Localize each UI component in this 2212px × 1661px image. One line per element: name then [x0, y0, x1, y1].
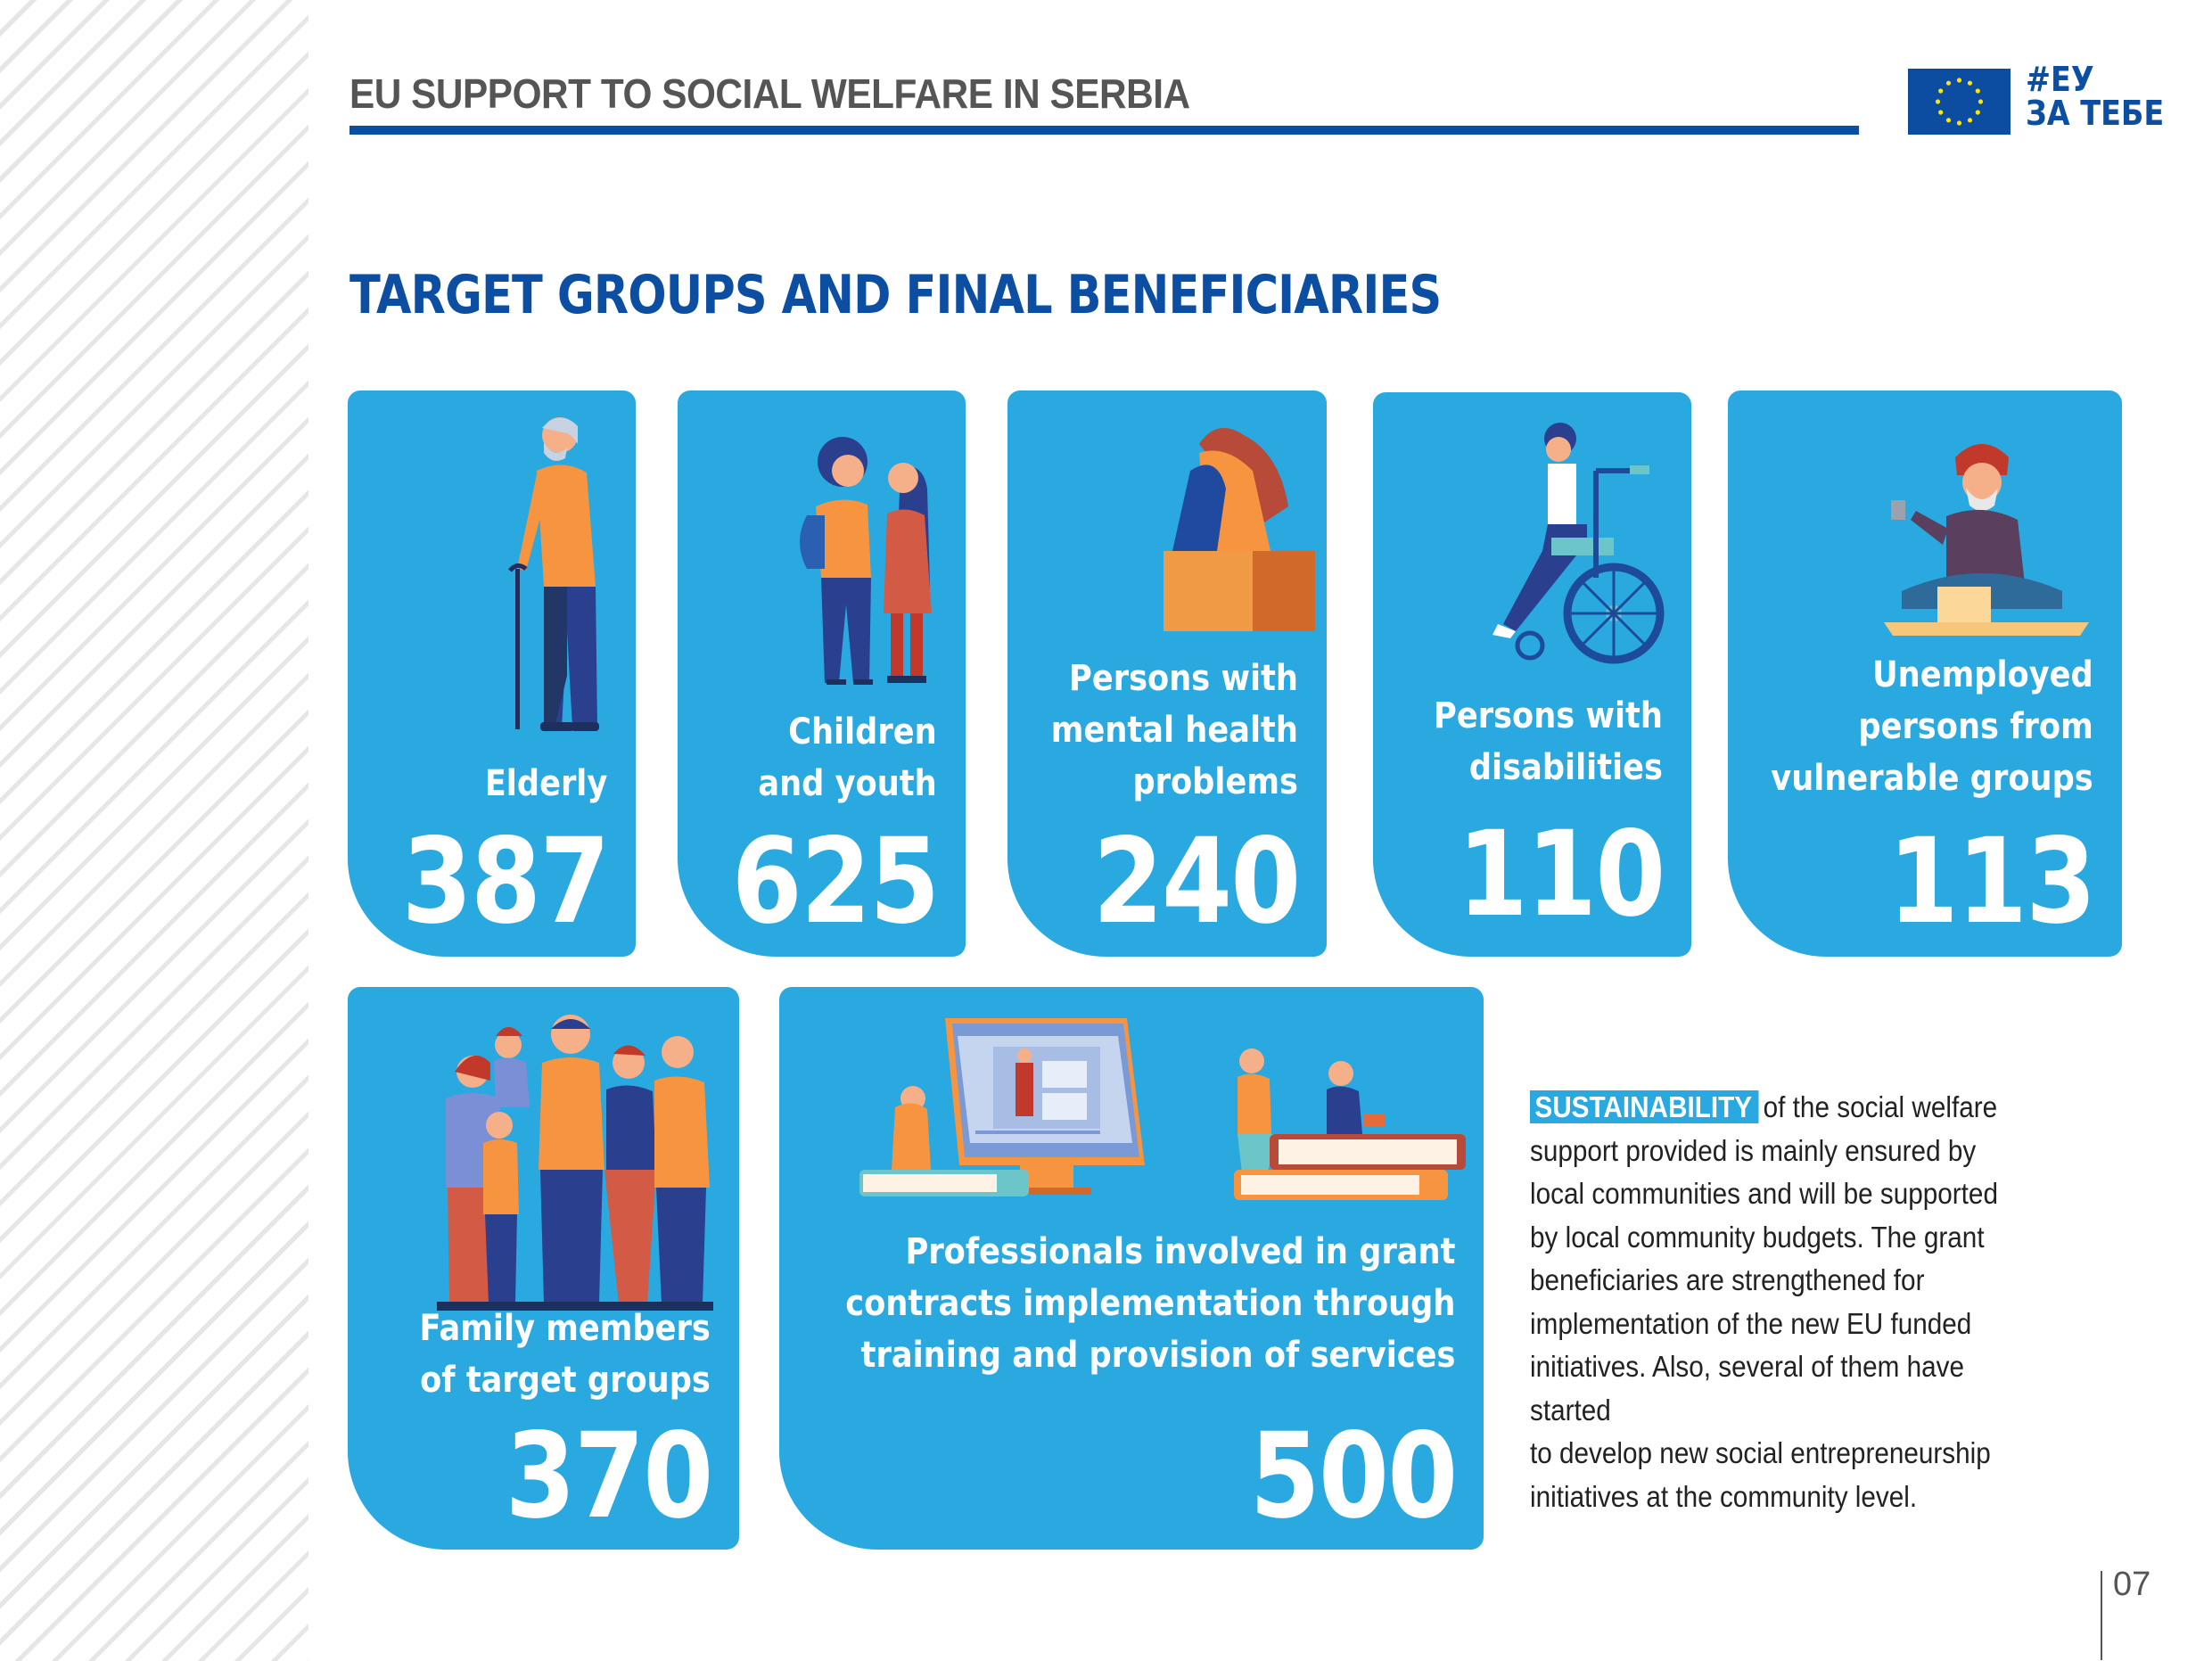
card-value: 500: [1250, 1408, 1459, 1545]
card-unemployed: Unemployed persons from vulnerable group…: [1728, 391, 2122, 957]
card-label: Unemployed persons from vulnerable group…: [1771, 654, 2093, 799]
card-value: 113: [1888, 813, 2097, 950]
card-family-members: Family members of target groups 370: [348, 987, 739, 1550]
card-value: 387: [402, 813, 611, 950]
card-value: 240: [1093, 813, 1302, 950]
section-heading: TARGET GROUPS AND FINAL BENEFICIARIES: [349, 264, 1442, 326]
sad-woman-sitting-icon: [1164, 428, 1315, 631]
online-training-icon: [859, 1018, 1466, 1200]
elderly-man-with-cane-icon: [508, 417, 599, 731]
card-label: Family members of target groups: [419, 1308, 711, 1401]
eu-flag-icon: [1908, 69, 2011, 135]
wheelchair-user-icon: [1492, 423, 1665, 664]
card-label: Elderly: [484, 763, 607, 804]
children-icon: [800, 437, 932, 685]
header-rule: [349, 126, 1859, 135]
page-number-divider: [2101, 1571, 2102, 1660]
sustainability-paragraph: SUSTAINABILITY of the social welfare supp…: [1530, 1090, 1998, 1513]
document-title: EU SUPPORT TO SOCIAL WELFARE IN SERBIA: [349, 70, 1190, 117]
card-disabilities: Persons with disabilities 110: [1373, 392, 1691, 957]
card-children-youth: Children and youth 625: [678, 391, 966, 957]
card-label: Persons with disabilities: [1434, 695, 1663, 788]
homeless-man-icon: [1884, 444, 2089, 636]
sustainability-tag: SUSTAINABILITY: [1530, 1090, 1759, 1123]
card-elderly: Elderly 387: [348, 391, 636, 957]
eu-slogan-logo: #ЕУ ЗА ТЕБЕ: [2026, 62, 2164, 130]
page-number: 07: [2113, 1566, 2151, 1603]
card-value: 110: [1458, 806, 1666, 943]
card-mental-health: Persons with mental health problems 240: [1007, 391, 1327, 957]
slogan-line-1: #ЕУ: [2026, 60, 2094, 99]
decorative-stripes: [0, 0, 308, 1661]
family-group-icon: [437, 1015, 713, 1311]
card-label: Children and youth: [758, 711, 937, 804]
slogan-line-2: ЗА ТЕБЕ: [2026, 94, 2165, 133]
card-label: Professionals involved in grant contract…: [844, 1231, 1455, 1376]
card-value: 370: [506, 1408, 714, 1545]
card-value: 625: [732, 813, 941, 950]
card-label: Persons with mental health problems: [1050, 658, 1298, 802]
card-professionals: Professionals involved in grant contract…: [779, 987, 1484, 1550]
